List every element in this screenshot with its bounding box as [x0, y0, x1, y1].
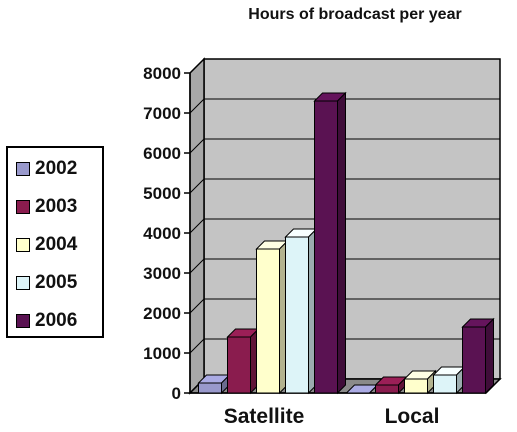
gridline — [189, 58, 500, 74]
x-tick-label: Local — [385, 405, 440, 428]
legend-swatch — [16, 200, 30, 214]
bar — [404, 378, 428, 394]
gridline — [189, 298, 500, 314]
legend-label: 2003 — [35, 196, 78, 217]
x-tick-label: Satellite — [224, 405, 305, 428]
gridline — [189, 258, 500, 274]
legend-label: 2005 — [35, 272, 78, 293]
y-tick-label: 3000 — [143, 264, 181, 283]
y-tick-label: 2000 — [143, 304, 181, 323]
bar — [314, 100, 338, 394]
chart-title: Hours of broadcast per year — [248, 6, 462, 23]
legend-label: 2004 — [35, 234, 78, 255]
bar — [198, 382, 222, 394]
legend-item: 2003 — [16, 196, 77, 218]
legend-swatch — [16, 162, 30, 176]
legend: 2002 2003 2004 2005 2006 — [6, 146, 104, 338]
legend-item: 2004 — [16, 234, 77, 256]
gridline — [189, 178, 500, 194]
bar — [462, 326, 486, 394]
gridline — [189, 138, 500, 154]
bar — [433, 374, 457, 394]
bar — [256, 248, 280, 394]
y-tick-label: 7000 — [143, 104, 181, 123]
y-tick-label: 5000 — [143, 184, 181, 203]
legend-item: 2006 — [16, 310, 77, 332]
bar — [285, 236, 309, 394]
bar — [227, 336, 251, 394]
bar-side — [337, 91, 346, 395]
legend-label: 2002 — [35, 158, 78, 179]
legend-item: 2002 — [16, 158, 77, 180]
legend-swatch — [16, 276, 30, 290]
gridline — [189, 338, 500, 354]
legend-swatch — [16, 238, 30, 252]
y-tick-label: 8000 — [143, 64, 181, 83]
y-tick-label: 4000 — [143, 224, 181, 243]
y-tick-label: 1000 — [143, 344, 181, 363]
bar — [375, 384, 399, 394]
legend-swatch — [16, 314, 30, 328]
y-tick-label: 0 — [172, 384, 181, 403]
y-tick-label: 6000 — [143, 144, 181, 163]
gridline — [189, 98, 500, 114]
legend-label: 2006 — [35, 310, 78, 331]
gridline — [189, 218, 500, 234]
legend-item: 2005 — [16, 272, 77, 294]
bar-side — [485, 317, 494, 395]
